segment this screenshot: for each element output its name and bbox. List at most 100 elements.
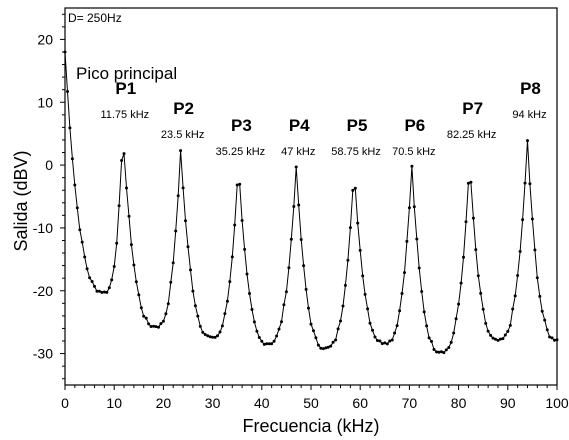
series-point [66, 90, 69, 93]
x-tick-label: 60 [352, 395, 368, 411]
series-point [149, 325, 153, 328]
series-point [373, 335, 377, 339]
series-point [120, 159, 124, 162]
series-point [341, 304, 345, 308]
peak-frequency: 47 kHz [281, 146, 315, 158]
series-point [405, 239, 409, 243]
series-point [339, 319, 342, 323]
series-point [275, 334, 279, 338]
series-point [201, 330, 205, 334]
series-point [132, 263, 136, 267]
series-point [538, 294, 542, 298]
series-point [139, 306, 143, 310]
series-point [63, 50, 67, 54]
x-tick-label: 100 [545, 395, 569, 411]
series-point [129, 243, 133, 247]
series-point [390, 338, 394, 342]
series-point [83, 255, 87, 259]
series-point [90, 280, 94, 283]
peak-frequency: 94 kHz [512, 109, 546, 121]
corner-note: D= 250Hz [68, 11, 122, 25]
x-axis-label: Frecuencia (kHz) [242, 416, 379, 436]
peak-frequency: 58.75 kHz [331, 146, 381, 158]
x-tick-label: 90 [500, 395, 516, 411]
series-point [447, 346, 451, 349]
series-point [198, 324, 202, 328]
series-point [462, 255, 465, 259]
series-point [528, 182, 532, 186]
series-point [277, 327, 281, 331]
series-point [316, 343, 320, 347]
peak-name: P1 [115, 79, 136, 98]
series-point [319, 346, 323, 350]
series-point [68, 126, 72, 130]
series-point [292, 205, 296, 208]
series-point [380, 342, 384, 346]
series-point [93, 284, 96, 288]
series-point [73, 183, 77, 187]
series-point [159, 322, 163, 326]
series-point [312, 329, 315, 333]
series-point [102, 290, 106, 294]
series-point [213, 335, 217, 339]
series-point [385, 342, 389, 346]
series-point [211, 335, 215, 339]
series-point [309, 322, 313, 326]
series-point [179, 149, 183, 153]
series-point [250, 308, 254, 311]
series-point [420, 290, 424, 293]
series-point [398, 309, 402, 313]
series-point [154, 325, 158, 329]
series-point [464, 220, 468, 224]
series-point [555, 338, 559, 342]
series-point [240, 219, 244, 222]
series-point [267, 342, 271, 346]
series-point [415, 237, 419, 241]
peak-frequency: 35.25 kHz [216, 146, 266, 158]
series-point [181, 186, 185, 190]
series-point [361, 274, 365, 278]
series-point [287, 266, 291, 270]
series-point [78, 228, 82, 232]
series-point [494, 337, 497, 341]
y-tick-label: 10 [37, 94, 53, 110]
series-point [88, 276, 92, 280]
series-point [152, 324, 156, 328]
y-tick-label: -10 [33, 220, 53, 236]
series-point [110, 278, 114, 282]
series-point [346, 258, 350, 262]
series-point [225, 299, 229, 303]
x-tick-label: 10 [106, 395, 122, 411]
series-point [543, 318, 547, 322]
series-point [255, 329, 259, 333]
series-point [184, 219, 187, 223]
series-point [260, 339, 264, 343]
series-point [125, 186, 128, 190]
series-point [297, 203, 301, 207]
series-point [166, 302, 170, 306]
series-point [112, 265, 116, 268]
series-point [410, 164, 414, 168]
peak-name: P5 [347, 116, 368, 135]
series-point [189, 268, 192, 272]
series-point [366, 307, 370, 311]
series-point [476, 274, 480, 278]
series-point [508, 323, 512, 327]
series-point [412, 205, 416, 209]
series-point [230, 255, 234, 259]
x-tick-label: 40 [254, 395, 270, 411]
series-point [351, 188, 355, 192]
y-tick-label: -20 [33, 283, 53, 299]
series-point [506, 329, 510, 333]
series-point [208, 335, 212, 339]
series-point [147, 322, 151, 326]
series-point [437, 350, 441, 354]
series-point [435, 350, 438, 354]
series-point [218, 330, 222, 334]
series-point [324, 346, 328, 350]
series-point [206, 334, 210, 338]
series-point [196, 314, 200, 318]
series-point [471, 216, 475, 220]
series-point [144, 316, 148, 320]
series-point [100, 290, 104, 294]
